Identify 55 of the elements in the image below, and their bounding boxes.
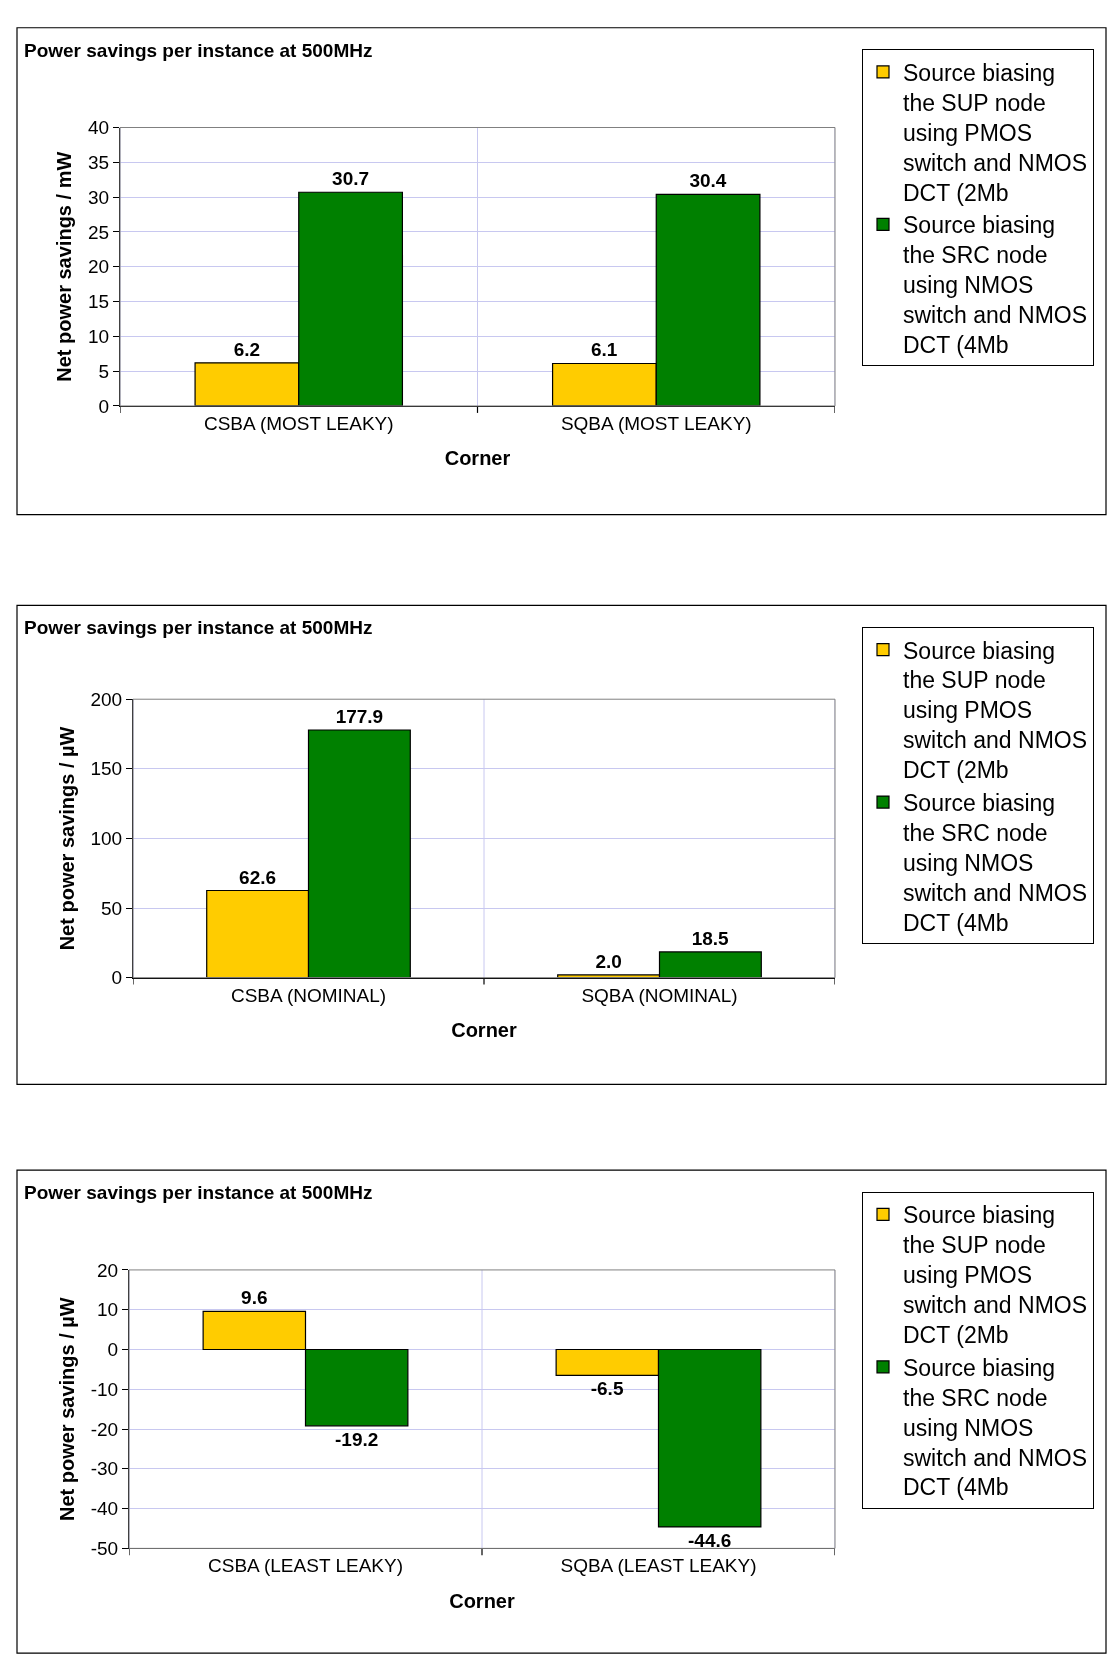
data-label: -6.5 [590, 1378, 624, 1400]
data-label: 177.9 [335, 705, 384, 727]
legend-label: Source biasing the SRC node using NMOS switch and NMOS DCT (4Mb [903, 1354, 1088, 1501]
y-tick-label: 10 [87, 325, 110, 347]
data-label: -19.2 [335, 1428, 379, 1450]
data-label: 9.6 [241, 1287, 268, 1309]
y-tick-label: 35 [87, 151, 110, 173]
data-label: 18.5 [691, 927, 730, 949]
y-tick-label: -10 [90, 1378, 119, 1400]
data-label: 2.0 [595, 950, 622, 972]
y-tick-label: 0 [98, 395, 110, 417]
y-axis-title: Net power savings / mW [53, 151, 76, 382]
x-axis-title: Corner [444, 447, 511, 470]
data-label: 62.6 [239, 866, 277, 888]
y-tick-label: 15 [87, 291, 110, 313]
y-tick-label: 10 [96, 1299, 119, 1321]
y-tick-label: 0 [111, 967, 123, 989]
chart-title: Power savings per instance at 500MHz [24, 1182, 373, 1203]
x-tick-label: CSBA (NOMINAL) [230, 984, 387, 1006]
legend-label: Source biasing the SUP node using PMOS switch and NMOS DCT (2Mb [903, 637, 1088, 784]
y-axis-title: Net power savings / µW [55, 726, 78, 951]
y-tick-label: 20 [96, 1259, 119, 1281]
x-tick-label: CSBA (MOST LEAKY) [203, 412, 394, 434]
x-tick-label: SQBA (MOST LEAKY) [560, 412, 752, 434]
data-label: -44.6 [688, 1529, 732, 1551]
legend-label: Source biasing the SRC node using NMOS switch and NMOS DCT (4Mb [903, 212, 1088, 359]
data-label: 30.4 [689, 170, 727, 192]
legend-label: Source biasing the SUP node using PMOS switch and NMOS DCT (2Mb [903, 1202, 1088, 1348]
legend-label: Source biasing the SRC node using NMOS switch and NMOS DCT (4Mb [903, 790, 1088, 936]
y-tick-label: 150 [90, 758, 123, 780]
chart-title: Power savings per instance at 500MHz [24, 40, 373, 61]
y-tick-label: 25 [87, 221, 110, 243]
y-tick-label: 40 [87, 117, 110, 139]
y-tick-label: -40 [90, 1498, 119, 1520]
x-axis-title: Corner [449, 1589, 515, 1612]
y-tick-label: -50 [90, 1538, 119, 1560]
data-label: 6.2 [233, 338, 261, 360]
y-tick-label: 50 [100, 897, 123, 919]
x-tick-label: SQBA (LEAST LEAKY) [560, 1555, 757, 1577]
y-tick-label: 100 [90, 828, 123, 850]
y-tick-label: 0 [107, 1339, 119, 1361]
y-tick-label: 200 [90, 688, 123, 710]
data-label: 6.1 [590, 339, 618, 361]
legend-label: Source biasing the SUP node using PMOS switch and NMOS DCT (2Mb [903, 59, 1088, 206]
y-tick-label: -30 [90, 1458, 119, 1480]
y-tick-label: 30 [87, 186, 110, 208]
data-label: 30.7 [332, 168, 370, 190]
y-tick-label: 20 [87, 256, 110, 278]
y-axis-title: Net power savings / µW [56, 1297, 79, 1522]
x-axis-title: Corner [451, 1019, 517, 1042]
chart-title: Power savings per instance at 500MHz [24, 617, 373, 638]
y-tick-label: 5 [98, 360, 110, 382]
x-tick-label: CSBA (LEAST LEAKY) [207, 1555, 404, 1577]
y-tick-label: -20 [90, 1418, 119, 1440]
x-tick-label: SQBA (NOMINAL) [581, 984, 738, 1006]
